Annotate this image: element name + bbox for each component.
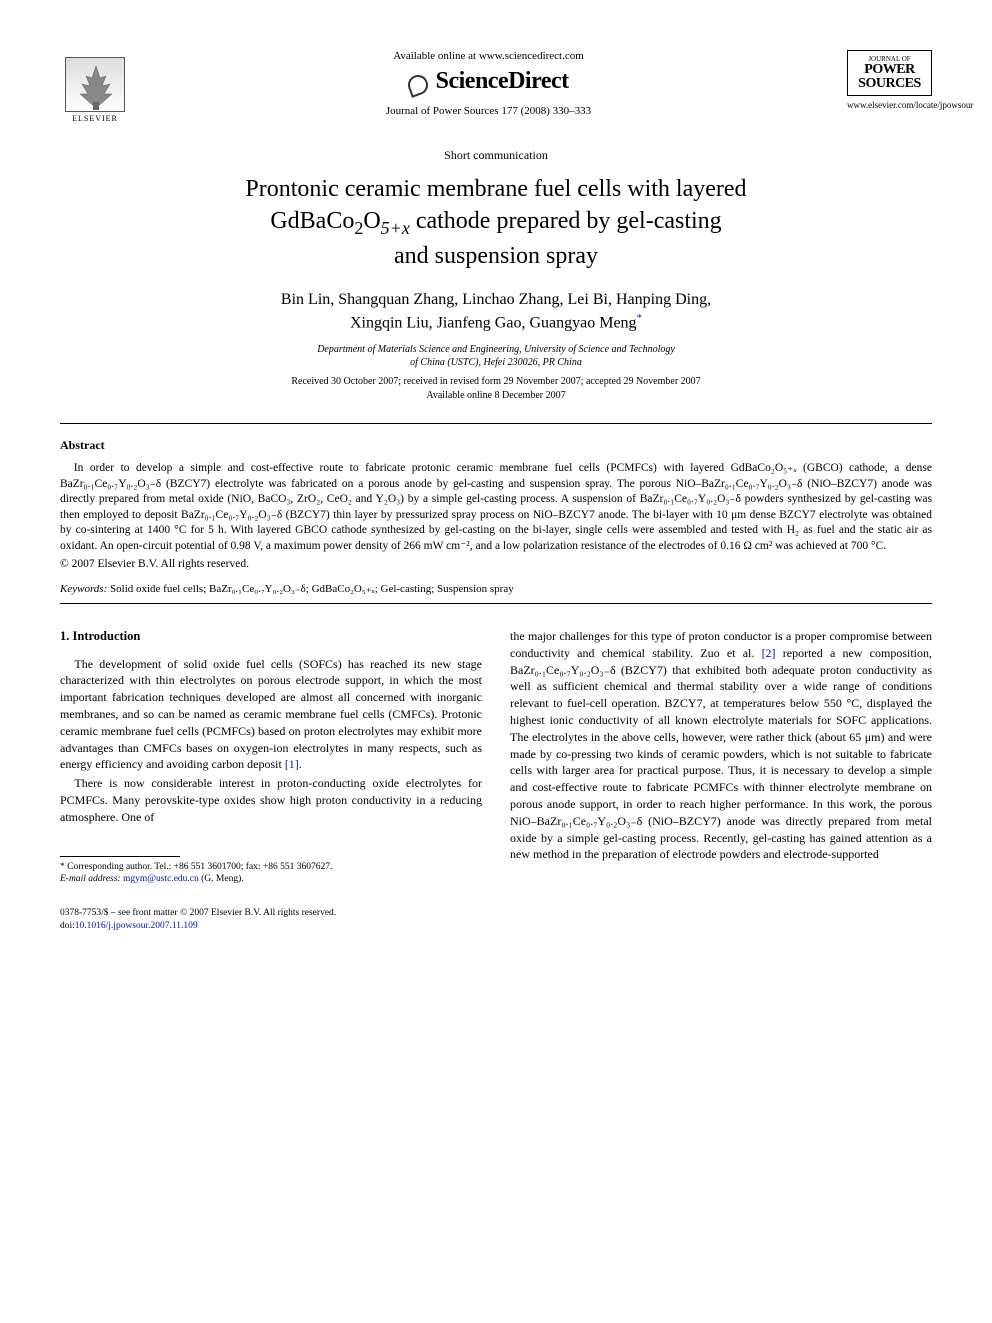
abstract-body: In order to develop a simple and cost-ef… xyxy=(60,461,932,554)
ref-link-2[interactable]: [2] xyxy=(762,646,776,660)
journal-sources-label: SOURCES xyxy=(850,77,929,91)
journal-power-label: POWER xyxy=(850,63,929,77)
sciencedirect-swoosh-icon xyxy=(406,72,432,98)
article-title: Prontonic ceramic membrane fuel cells wi… xyxy=(60,173,932,273)
dates-line-1: Received 30 October 2007; received in re… xyxy=(291,376,700,387)
article-type: Short communication xyxy=(60,148,932,163)
paragraph-3: the major challenges for this type of pr… xyxy=(510,628,932,863)
title-line-2-post: cathode prepared by gel-casting xyxy=(410,208,722,234)
sciencedirect-wordmark: ScienceDirect xyxy=(436,68,569,94)
column-right: the major challenges for this type of pr… xyxy=(510,628,932,885)
journal-logo: JOURNAL OF POWER SOURCES www.elsevier.co… xyxy=(847,50,932,110)
title-sub-1: 2 xyxy=(354,218,363,238)
rule-top xyxy=(60,423,932,424)
available-online-text: Available online at www.sciencedirect.co… xyxy=(130,50,847,62)
footnote-corr: * Corresponding author. Tel.: +86 551 36… xyxy=(60,861,482,873)
article-dates: Received 30 October 2007; received in re… xyxy=(60,375,932,403)
footer-front-matter: 0378-7753/$ – see front matter © 2007 El… xyxy=(60,907,932,919)
paragraph-2: There is now considerable interest in pr… xyxy=(60,775,482,825)
doi-label: doi: xyxy=(60,921,75,931)
elsevier-tree-icon xyxy=(65,57,125,112)
keywords: Keywords: Solid oxide fuel cells; BaZr₀.… xyxy=(60,582,932,595)
dates-line-2: Available online 8 December 2007 xyxy=(426,390,565,401)
sciencedirect-brand: ScienceDirect xyxy=(130,68,847,95)
title-line-2-pre: GdBaCo xyxy=(270,208,354,234)
authors-line-1: Bin Lin, Shangquan Zhang, Linchao Zhang,… xyxy=(281,291,711,308)
email-suffix: (G. Meng). xyxy=(201,874,243,884)
keywords-text: Solid oxide fuel cells; BaZr₀.₁Ce₀.₇Y₀.₂… xyxy=(110,583,514,595)
elsevier-label: ELSEVIER xyxy=(72,114,118,123)
center-header: Available online at www.sciencedirect.co… xyxy=(130,50,847,117)
section-1-heading: 1. Introduction xyxy=(60,628,482,646)
affiliation-line-1: Department of Materials Science and Engi… xyxy=(317,344,675,355)
column-left: 1. Introduction The development of solid… xyxy=(60,628,482,885)
copyright-line: © 2007 Elsevier B.V. All rights reserved… xyxy=(60,558,932,570)
title-line-1: Prontonic ceramic membrane fuel cells wi… xyxy=(245,176,746,202)
title-line-3: and suspension spray xyxy=(394,243,598,269)
affiliation-line-2: of China (USTC), Hefei 230026, PR China xyxy=(410,357,582,368)
footnote: * Corresponding author. Tel.: +86 551 36… xyxy=(60,861,482,886)
email-link[interactable]: mgym@ustc.edu.cn xyxy=(123,874,199,884)
rule-bottom xyxy=(60,603,932,604)
journal-citation: Journal of Power Sources 177 (2008) 330–… xyxy=(130,105,847,117)
journal-url: www.elsevier.com/locate/jpowsour xyxy=(847,100,932,110)
corresponding-mark: * xyxy=(637,312,643,324)
keywords-label: Keywords: xyxy=(60,583,107,595)
footnote-rule xyxy=(60,856,180,857)
email-label: E-mail address: xyxy=(60,874,121,884)
p1-end: . xyxy=(299,757,302,771)
authors-line-2: Xingqin Liu, Jianfeng Gao, Guangyao Meng xyxy=(350,315,637,332)
footnote-email-line: E-mail address: mgym@ustc.edu.cn (G. Men… xyxy=(60,873,482,885)
title-line-2-mid: O xyxy=(363,208,380,234)
affiliation: Department of Materials Science and Engi… xyxy=(60,343,932,369)
doi-link[interactable]: 10.1016/j.jpowsour.2007.11.109 xyxy=(75,921,198,931)
footer-doi-line: doi:10.1016/j.jpowsour.2007.11.109 xyxy=(60,920,932,932)
paragraph-1: The development of solid oxide fuel cell… xyxy=(60,656,482,774)
page-footer: 0378-7753/$ – see front matter © 2007 El… xyxy=(60,907,932,932)
p3-b: reported a new composition, BaZr₀.₁Ce₀.₇… xyxy=(510,646,932,862)
journal-logo-box: JOURNAL OF POWER SOURCES xyxy=(847,50,932,96)
p1-text: The development of solid oxide fuel cell… xyxy=(60,657,482,772)
title-sub-2: 5+x xyxy=(381,218,410,238)
elsevier-logo: ELSEVIER xyxy=(60,50,130,130)
authors: Bin Lin, Shangquan Zhang, Linchao Zhang,… xyxy=(60,289,932,335)
header-bar: ELSEVIER Available online at www.science… xyxy=(60,50,932,130)
body-columns: 1. Introduction The development of solid… xyxy=(60,628,932,885)
ref-link-1[interactable]: [1] xyxy=(285,757,299,771)
abstract-heading: Abstract xyxy=(60,438,932,453)
